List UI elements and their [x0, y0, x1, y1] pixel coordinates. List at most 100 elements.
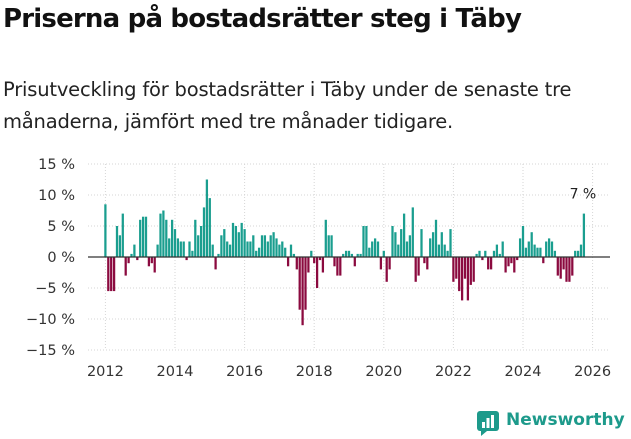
bar [516, 257, 519, 261]
bar [223, 229, 226, 257]
bar [336, 257, 339, 276]
bar [365, 226, 368, 257]
y-tick-label: −15 % [26, 343, 75, 359]
bar [234, 226, 238, 257]
chart-subtitle: Prisutveckling för bostadsrätter i Täby … [3, 78, 572, 133]
bar [397, 244, 400, 257]
bar [359, 253, 362, 257]
bar [330, 235, 333, 257]
bar [139, 219, 142, 257]
bar [136, 257, 139, 261]
bar [226, 241, 229, 257]
bar [324, 219, 327, 257]
bar [371, 241, 374, 257]
newsworthy-brand-name: Newsworthy [506, 410, 625, 430]
bar [211, 244, 214, 257]
bar [571, 257, 574, 276]
bar [449, 229, 452, 257]
bar [231, 222, 235, 257]
bar [402, 213, 406, 257]
bar [431, 232, 435, 257]
bar [118, 235, 122, 257]
bar [315, 257, 319, 288]
bar [376, 241, 380, 257]
bar [501, 241, 504, 257]
bar [159, 213, 162, 257]
bar [379, 257, 383, 270]
bar [307, 257, 310, 273]
bar [237, 232, 240, 257]
bar [110, 257, 113, 292]
bar [321, 257, 325, 273]
bar [205, 179, 209, 257]
bar [339, 257, 342, 276]
bar [400, 229, 403, 257]
bar [199, 226, 203, 257]
bar [391, 226, 394, 257]
annotations: 7 % [570, 187, 597, 203]
bar [147, 257, 151, 267]
bar [513, 257, 516, 273]
bar [342, 253, 345, 257]
bar [368, 247, 371, 257]
bar [208, 198, 211, 257]
bar [481, 257, 484, 261]
bar [423, 257, 426, 264]
bar [168, 238, 171, 257]
bar [484, 250, 487, 257]
bar [475, 253, 478, 257]
bar [246, 241, 249, 257]
bar [272, 232, 275, 257]
bar [536, 247, 539, 257]
y-tick-label: −10 % [26, 312, 75, 328]
bar [446, 250, 449, 257]
bar [240, 222, 243, 257]
bar [527, 241, 530, 257]
bar [565, 257, 568, 282]
bar [472, 257, 475, 282]
bar [547, 238, 551, 257]
bar [310, 250, 313, 257]
bar [182, 241, 185, 257]
bar [426, 257, 429, 270]
bar [579, 244, 583, 257]
bar [385, 257, 388, 282]
bar [408, 235, 412, 257]
bar [350, 253, 354, 257]
bar [275, 238, 278, 257]
bar [260, 235, 264, 257]
bar [255, 250, 258, 257]
bar [284, 247, 287, 257]
bar [417, 257, 420, 276]
bar [286, 257, 290, 267]
newsworthy-logo-icon [477, 411, 499, 436]
bar [124, 257, 127, 276]
bar [452, 257, 455, 282]
bar [539, 247, 542, 257]
bar [301, 257, 304, 326]
bar [289, 244, 293, 257]
bar [249, 241, 252, 257]
bar [266, 241, 269, 257]
bar [292, 253, 296, 257]
bar [582, 213, 586, 257]
bar [333, 257, 336, 267]
bar [460, 257, 464, 301]
x-tick-label: 2026 [574, 364, 611, 380]
bar [504, 257, 507, 273]
bar [327, 235, 330, 257]
bar [252, 235, 255, 257]
bar [194, 219, 197, 257]
bar [489, 257, 493, 270]
bar [434, 219, 438, 257]
bar [220, 235, 223, 257]
bar [568, 257, 571, 282]
bars [104, 179, 586, 326]
x-tick-label: 2014 [157, 364, 194, 380]
bar [214, 257, 217, 270]
bar [492, 250, 496, 257]
y-tick-label: 0 % [47, 250, 75, 266]
bar [115, 226, 119, 257]
bar [429, 238, 432, 257]
bar [112, 257, 116, 292]
